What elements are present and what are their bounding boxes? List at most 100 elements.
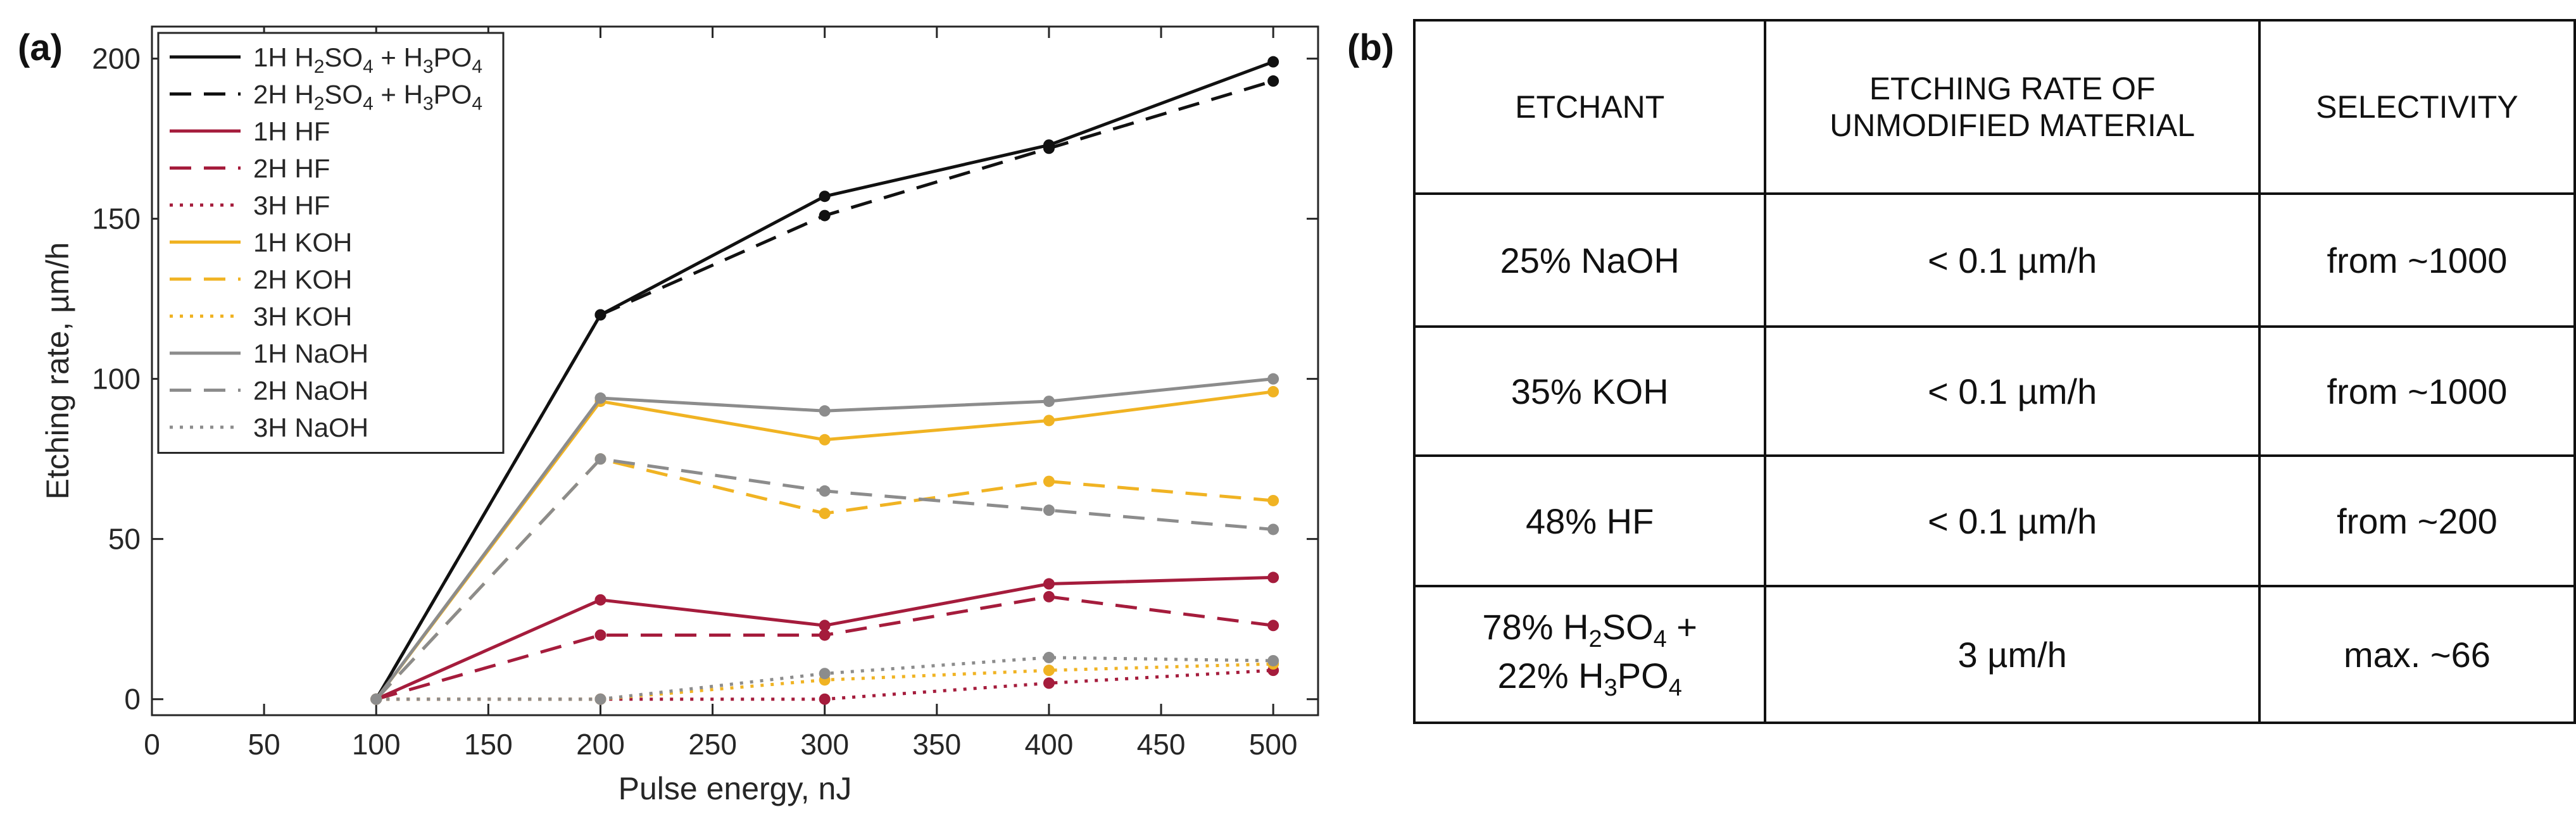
- data-point: [819, 668, 831, 680]
- header-etchant: ETCHANT: [1412, 19, 1767, 195]
- rate-cell: 3 µm/h: [1764, 585, 2261, 724]
- data-point: [1043, 590, 1055, 603]
- etchant-cell: 78% H2SO4 + 22% H3PO4: [1412, 585, 1767, 724]
- selectivity-cell: from ~200: [2258, 454, 2576, 587]
- legend-entry: 2H KOH: [253, 265, 352, 294]
- etchant-table: ETCHANT ETCHING RATE OF UNMODIFIED MATER…: [1412, 19, 2576, 724]
- legend-entry: 1H NaOH: [253, 339, 368, 368]
- data-point: [1267, 523, 1279, 535]
- x-tick-label: 450: [1137, 728, 1186, 761]
- data-point: [1043, 396, 1055, 408]
- data-point: [594, 453, 606, 465]
- y-tick-label: 150: [92, 203, 141, 235]
- panel-b-label: (b): [1347, 27, 1395, 68]
- data-point: [819, 693, 831, 705]
- table-header-row: ETCHANT ETCHING RATE OF UNMODIFIED MATER…: [1412, 19, 2576, 195]
- header-etchant-text: ETCHANT: [1515, 89, 1665, 125]
- x-tick-label: 400: [1025, 728, 1074, 761]
- legend-entry: 2H HF: [253, 154, 330, 184]
- x-tick-label: 350: [912, 728, 961, 761]
- sub: 2: [1588, 626, 1602, 653]
- data-point: [819, 209, 831, 222]
- etchant-line2: 22% H3PO4: [1424, 654, 1755, 703]
- data-point: [594, 693, 606, 705]
- data-point: [594, 309, 606, 321]
- data-point: [819, 485, 831, 497]
- y-tick-label: 0: [124, 683, 141, 716]
- data-point: [1267, 620, 1279, 632]
- selectivity-cell: max. ~66: [2258, 585, 2576, 724]
- header-etching-rate-line1: ETCHING RATE OF: [1869, 71, 2156, 106]
- table-row: 35% KOH < 0.1 µm/h from ~1000: [1412, 325, 2576, 457]
- data-point: [819, 620, 831, 632]
- rate-cell: < 0.1 µm/h: [1764, 454, 2261, 587]
- header-selectivity-text: SELECTIVITY: [2316, 89, 2518, 125]
- data-point: [1267, 494, 1279, 506]
- data-point: [819, 191, 831, 203]
- x-axis-label: Pulse energy, nJ: [619, 771, 852, 806]
- data-point: [1267, 373, 1279, 385]
- data-point: [1043, 415, 1055, 427]
- data-point: [594, 629, 606, 641]
- data-point: [370, 693, 382, 705]
- sub: 3: [1604, 675, 1618, 702]
- data-point: [1043, 142, 1055, 154]
- x-tick-label: 200: [576, 728, 625, 761]
- data-point: [1043, 475, 1055, 487]
- sub: 4: [1668, 675, 1682, 702]
- table-row: 78% H2SO4 + 22% H3PO4 3 µm/h max. ~66: [1412, 585, 2576, 724]
- etchant-cell: 25% NaOH: [1412, 192, 1767, 328]
- selectivity-cell: from ~1000: [2258, 325, 2576, 457]
- etchant-line2-text: 22% H: [1497, 656, 1604, 696]
- text: PO: [1617, 656, 1669, 696]
- rate-cell: < 0.1 µm/h: [1764, 192, 2261, 328]
- data-point: [819, 405, 831, 417]
- data-point: [1043, 651, 1055, 663]
- data-point: [819, 629, 831, 641]
- header-etching-rate-line2: UNMODIFIED MATERIAL: [1830, 108, 2196, 143]
- panel-a-label: (a): [18, 27, 63, 68]
- x-tick-label: 0: [144, 728, 160, 761]
- legend-entry: 1H H2SO4 + H3PO4: [253, 42, 482, 77]
- x-tick-label: 50: [248, 728, 280, 761]
- data-point: [1267, 572, 1279, 584]
- header-etching-rate: ETCHING RATE OF UNMODIFIED MATERIAL: [1764, 19, 2261, 195]
- x-tick-label: 250: [688, 728, 737, 761]
- etchant-line1: 78% H2SO4 +: [1424, 606, 1755, 654]
- y-tick-label: 200: [92, 42, 141, 75]
- data-point: [1267, 385, 1279, 397]
- etchant-cell: 48% HF: [1412, 454, 1767, 587]
- x-tick-label: 100: [352, 728, 401, 761]
- x-tick-label: 300: [800, 728, 849, 761]
- text: SO: [1602, 607, 1654, 647]
- x-tick-label: 150: [464, 728, 513, 761]
- data-point: [1267, 654, 1279, 666]
- data-point: [819, 434, 831, 446]
- legend-entry: 3H HF: [253, 191, 330, 220]
- y-tick-label: 100: [92, 363, 141, 396]
- etchant-cell: 35% KOH: [1412, 325, 1767, 457]
- etchant-line1-text: 78% H: [1482, 607, 1589, 647]
- table-row: 25% NaOH < 0.1 µm/h from ~1000: [1412, 192, 2576, 328]
- legend-entry: 1H KOH: [253, 228, 352, 258]
- etching-rate-chart: 0 50 100 150 200 250 300 350 400 450 500 0 50 100 150 2…: [40, 25, 1319, 806]
- data-point: [1043, 504, 1055, 516]
- legend-entry: 1H HF: [253, 116, 330, 146]
- data-point: [1043, 677, 1055, 689]
- rate-cell: < 0.1 µm/h: [1764, 325, 2261, 457]
- text: +: [1666, 607, 1697, 647]
- data-point: [819, 508, 831, 520]
- sub: 4: [1653, 626, 1667, 653]
- y-tick-label: 50: [108, 523, 141, 556]
- data-point: [1043, 578, 1055, 590]
- legend-entry: 2H NaOH: [253, 376, 368, 406]
- data-point: [1267, 75, 1279, 87]
- selectivity-cell: from ~1000: [2258, 192, 2576, 328]
- legend-entry: 2H H2SO4 + H3PO4: [253, 80, 482, 115]
- data-point: [594, 392, 606, 404]
- header-selectivity: SELECTIVITY: [2258, 19, 2576, 195]
- y-axis-label: Etching rate, µm/h: [40, 242, 75, 500]
- table-row: 48% HF < 0.1 µm/h from ~200: [1412, 454, 2576, 587]
- legend-entry: 3H KOH: [253, 302, 352, 332]
- data-point: [594, 594, 606, 606]
